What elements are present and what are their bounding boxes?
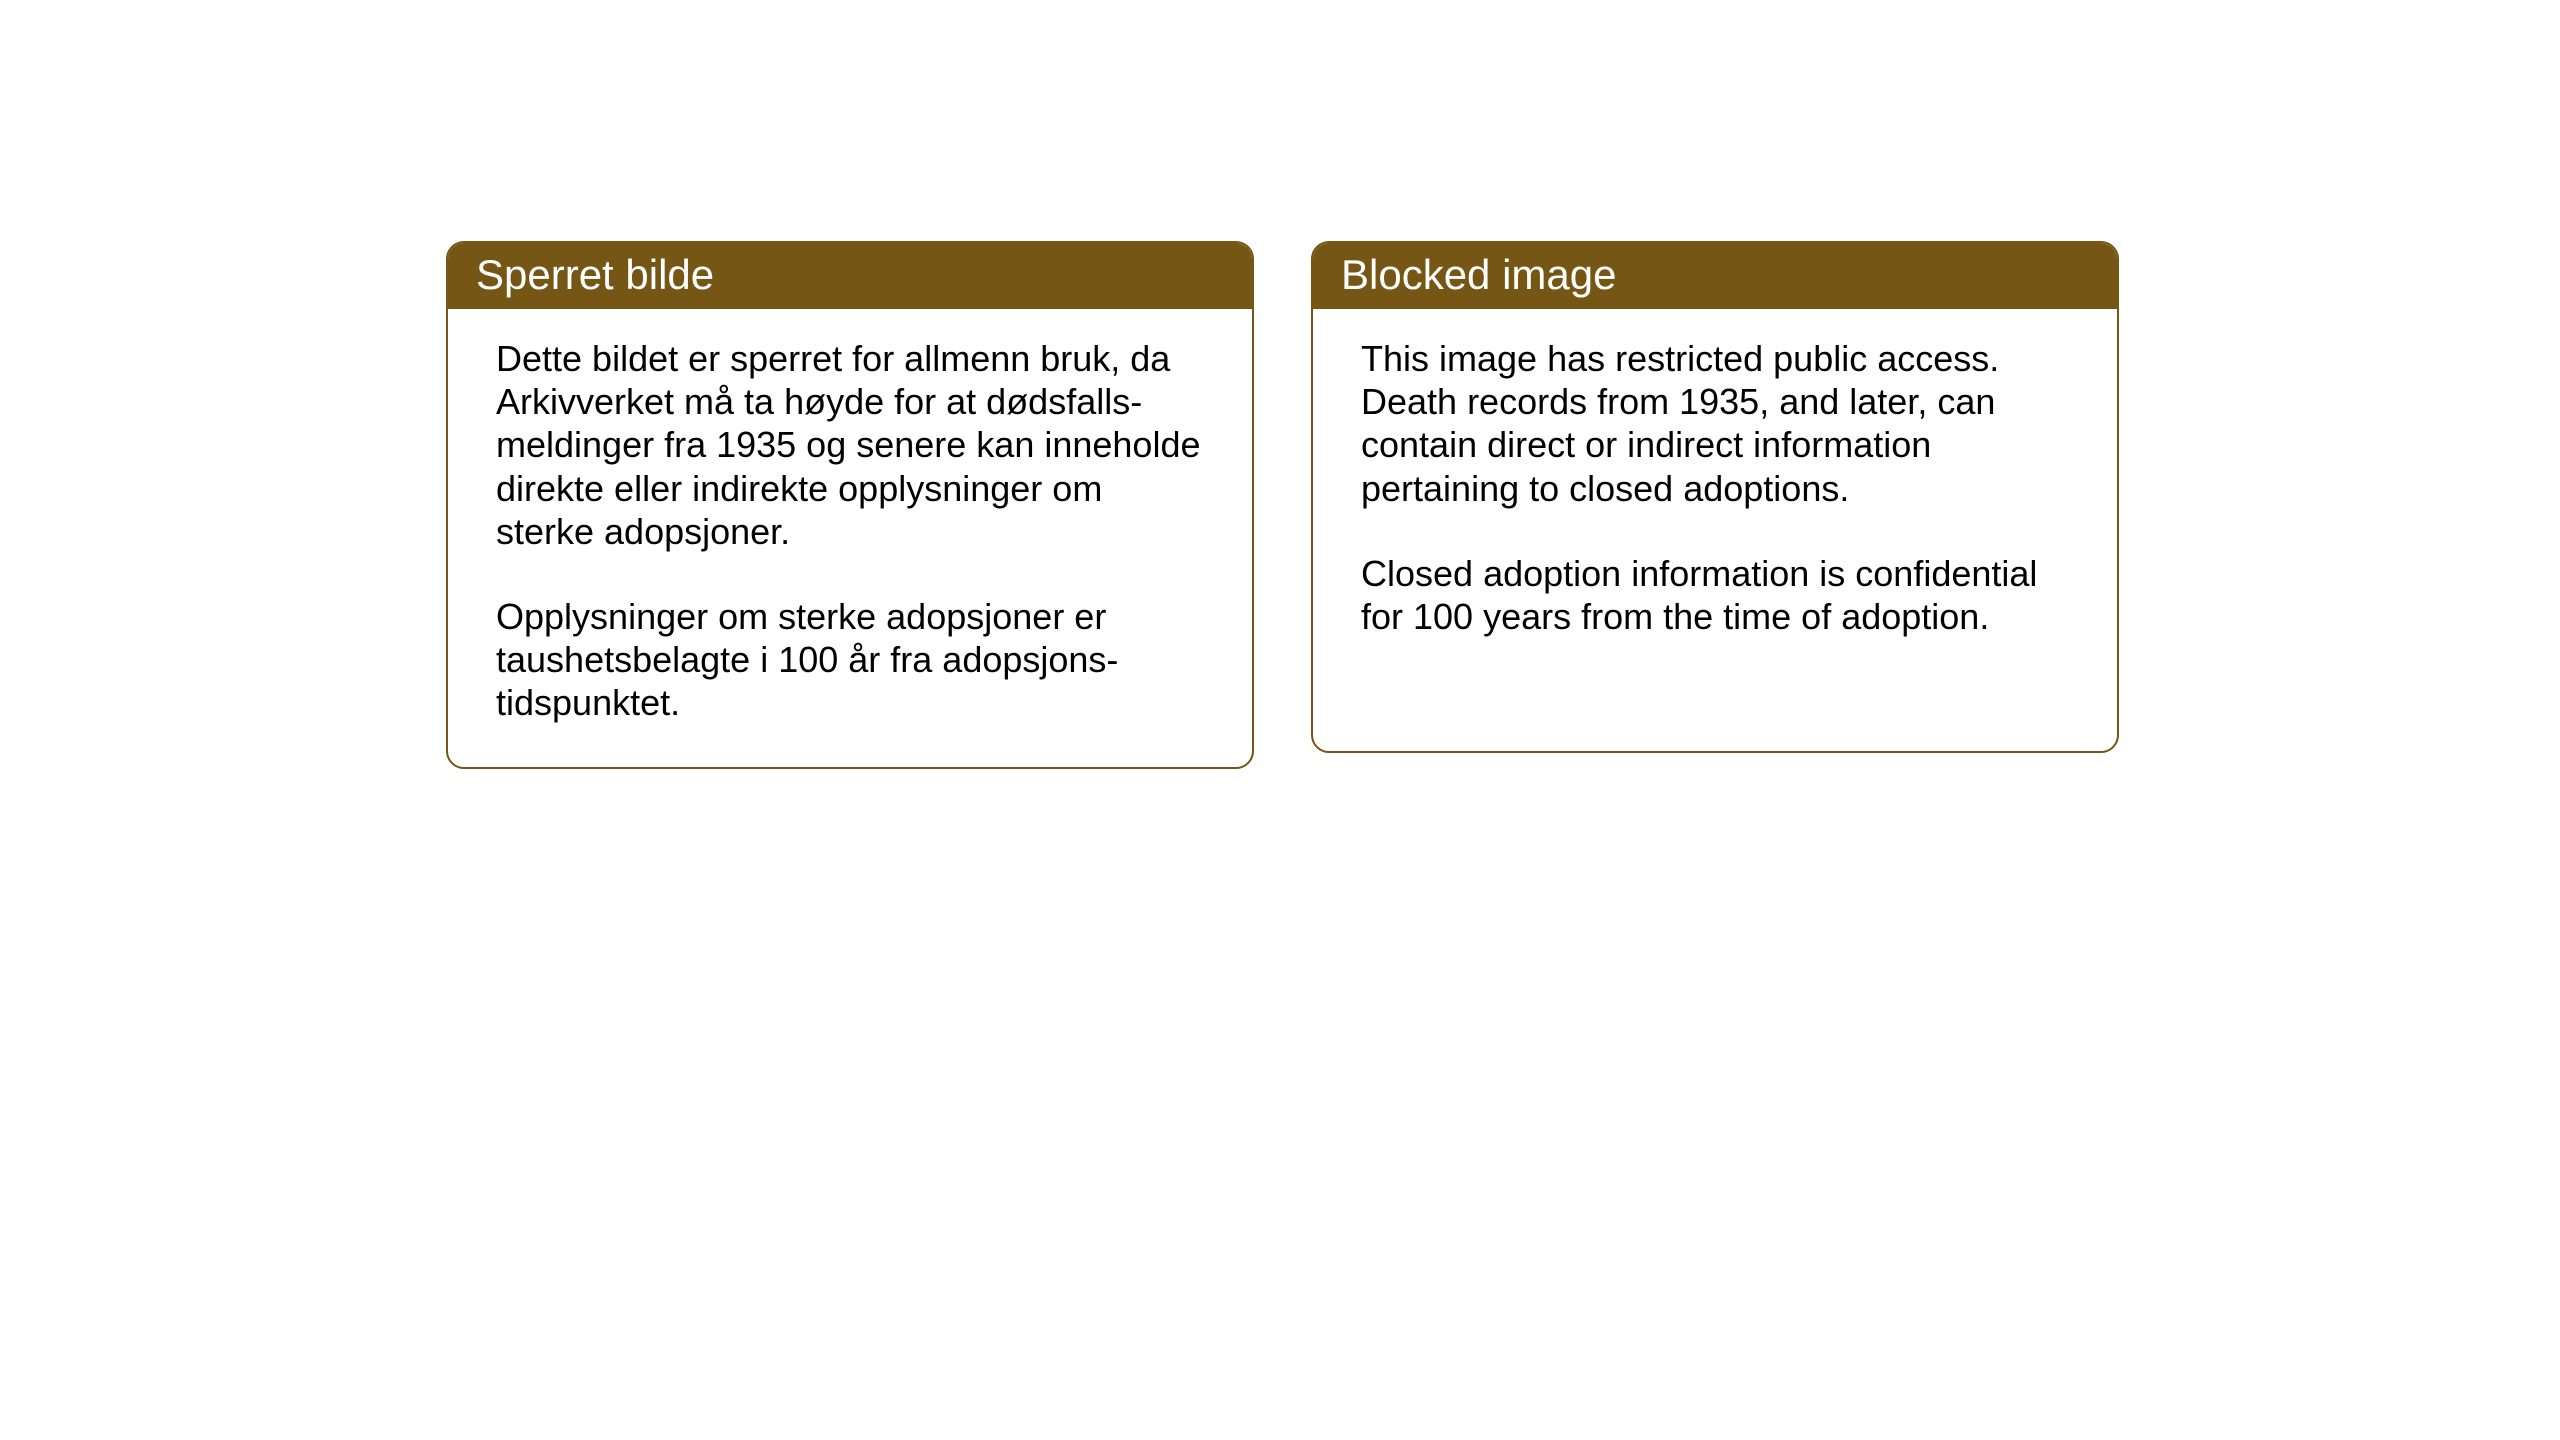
card-english-title: Blocked image [1341,251,1616,298]
card-english: Blocked image This image has restricted … [1311,241,2119,753]
card-norwegian-body: Dette bildet er sperret for allmenn bruk… [448,309,1252,767]
card-norwegian-paragraph-1: Dette bildet er sperret for allmenn bruk… [496,337,1204,553]
card-norwegian-header: Sperret bilde [448,243,1252,309]
card-english-paragraph-1: This image has restricted public access.… [1361,337,2069,510]
card-norwegian-title: Sperret bilde [476,251,714,298]
card-english-body: This image has restricted public access.… [1313,309,2117,680]
card-norwegian: Sperret bilde Dette bildet er sperret fo… [446,241,1254,769]
card-english-paragraph-2: Closed adoption information is confident… [1361,552,2069,638]
card-norwegian-paragraph-2: Opplysninger om sterke adopsjoner er tau… [496,595,1204,725]
card-english-header: Blocked image [1313,243,2117,309]
cards-container: Sperret bilde Dette bildet er sperret fo… [446,241,2119,769]
